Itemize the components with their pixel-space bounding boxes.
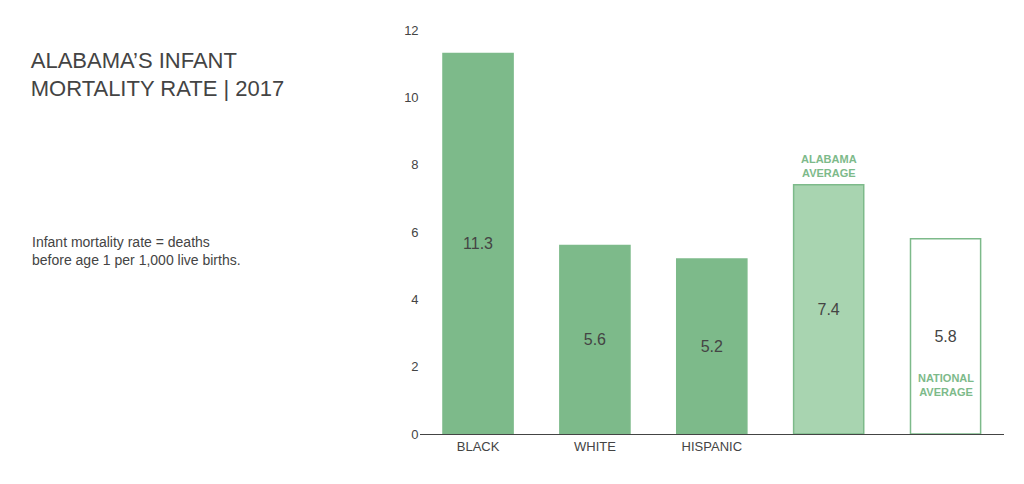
- svg-text:NATIONALAVERAGE: NATIONALAVERAGE: [918, 372, 974, 398]
- svg-text:10: 10: [404, 90, 418, 105]
- svg-text:HISPANIC: HISPANIC: [682, 439, 742, 454]
- svg-text:Infant mortality rate = deaths: Infant mortality rate = deathsbefore age…: [32, 234, 241, 268]
- svg-text:5.2: 5.2: [701, 338, 723, 355]
- svg-text:0: 0: [411, 427, 418, 442]
- svg-text:8: 8: [411, 157, 418, 172]
- svg-text:BLACK: BLACK: [457, 439, 500, 454]
- svg-text:5.6: 5.6: [584, 331, 606, 348]
- svg-text:11.3: 11.3: [463, 235, 493, 252]
- svg-text:6: 6: [411, 225, 418, 240]
- svg-text:7.4: 7.4: [818, 301, 840, 318]
- svg-text:4: 4: [411, 292, 418, 307]
- svg-text:ALABAMA’S INFANTMORTALITY RATE: ALABAMA’S INFANTMORTALITY RATE | 2017: [31, 48, 285, 102]
- svg-text:12: 12: [404, 23, 418, 38]
- svg-text:ALABAMAAVERAGE: ALABAMAAVERAGE: [801, 153, 857, 179]
- svg-text:5.8: 5.8: [934, 328, 956, 345]
- svg-text:WHITE: WHITE: [574, 439, 616, 454]
- svg-text:2: 2: [411, 359, 418, 374]
